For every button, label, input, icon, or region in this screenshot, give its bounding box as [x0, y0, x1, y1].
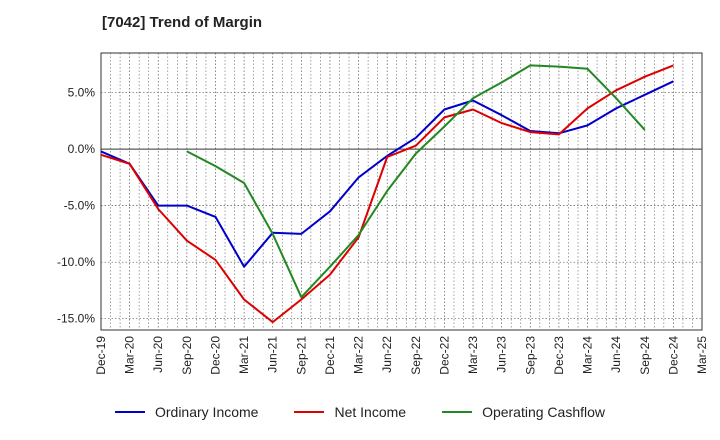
- plot-frame: [100, 52, 703, 331]
- x-tick-label: Mar-21: [237, 336, 251, 374]
- y-tick-label: -5.0%: [64, 199, 96, 213]
- legend-label-operating-cashflow: Operating Cashflow: [482, 404, 606, 420]
- chart-legend: Ordinary Income Net Income Operating Cas…: [0, 404, 720, 420]
- x-tick-label: Sep-23: [523, 336, 537, 375]
- series-line-net-income: [100, 64, 674, 324]
- x-tick-label: Jun-20: [151, 336, 165, 373]
- series-line-ordinary-income: [100, 80, 674, 268]
- x-tick-label: Mar-24: [581, 336, 595, 374]
- x-tick-label: Dec-20: [208, 336, 222, 375]
- y-tick-label: 0.0%: [68, 142, 96, 156]
- x-tick-label: Mar-25: [695, 336, 709, 374]
- x-tick-label: Sep-21: [294, 336, 308, 375]
- x-tick-label: Jun-24: [609, 336, 623, 373]
- legend-swatch-operating-cashflow: [442, 411, 473, 413]
- chart-title: [7042] Trend of Margin: [102, 14, 263, 31]
- x-tick-label: Jun-22: [380, 336, 394, 373]
- x-tick-label: Sep-24: [638, 336, 652, 375]
- x-tick-label: Mar-22: [352, 336, 366, 374]
- x-tick-label: Dec-24: [666, 336, 680, 375]
- x-tick-label: Jun-21: [266, 336, 280, 373]
- x-tick-label: Sep-22: [409, 336, 423, 375]
- x-tick-label: Dec-19: [94, 336, 108, 375]
- x-tick-label: Jun-23: [495, 336, 509, 373]
- legend-swatch-net-income: [294, 411, 325, 413]
- legend-item-net-income: Net Income: [294, 404, 406, 420]
- y-tick-label: 5.0%: [68, 86, 96, 100]
- legend-item-operating-cashflow: Operating Cashflow: [442, 404, 605, 420]
- legend-item-ordinary-income: Ordinary Income: [114, 404, 259, 420]
- series-line-operating-cashflow: [186, 64, 646, 299]
- y-tick-label: -10.0%: [57, 255, 95, 269]
- x-tick-label: Dec-23: [552, 336, 566, 375]
- y-tick-label: -15.0%: [57, 312, 95, 326]
- legend-label-net-income: Net Income: [334, 404, 407, 420]
- x-tick-label: Mar-20: [123, 336, 137, 374]
- x-tick-label: Sep-20: [180, 336, 194, 375]
- legend-swatch-ordinary-income: [114, 411, 145, 413]
- x-tick-label: Mar-23: [466, 336, 480, 374]
- legend-label-ordinary-income: Ordinary Income: [154, 404, 259, 420]
- x-tick-label: Dec-22: [437, 336, 451, 375]
- x-tick-label: Dec-21: [323, 336, 337, 375]
